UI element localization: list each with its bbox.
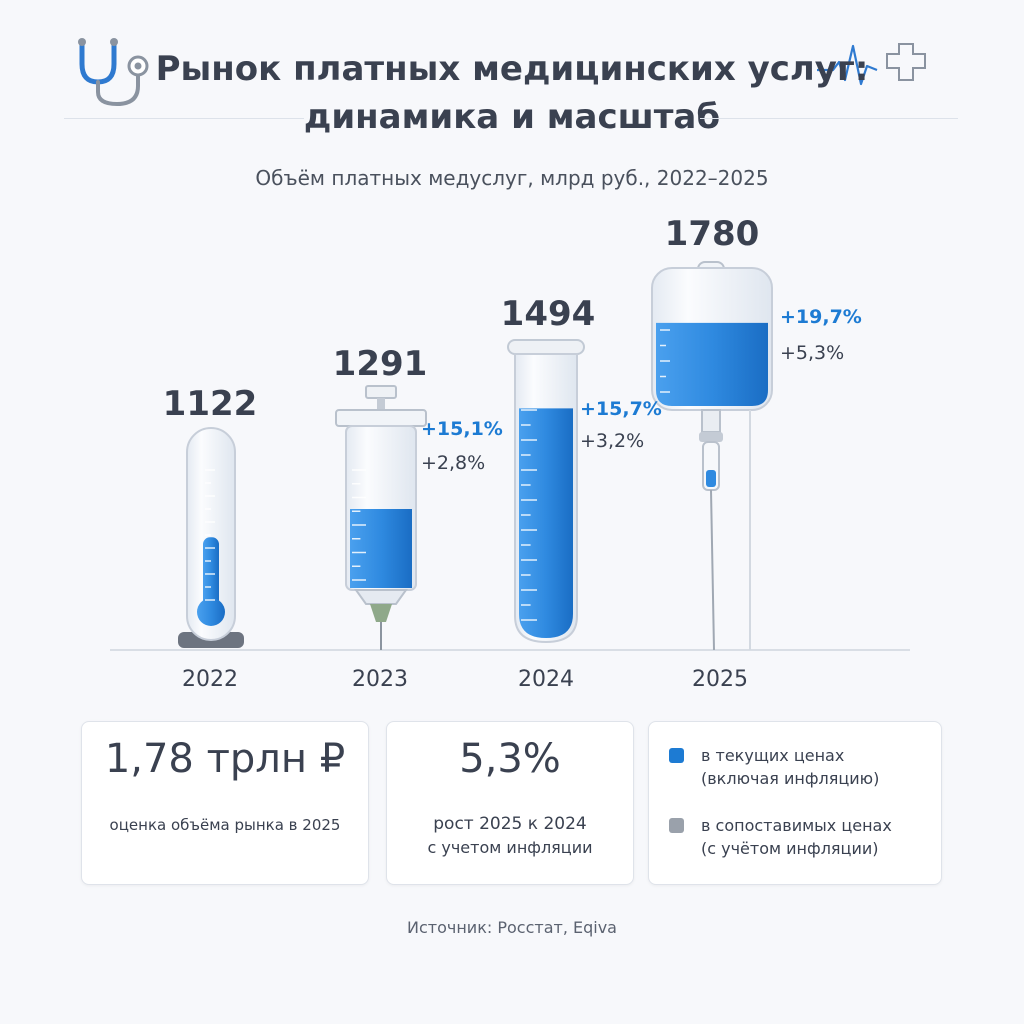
title-line-2: динамика и масштаб bbox=[303, 97, 721, 137]
legend-swatch-real bbox=[669, 818, 684, 833]
title-divider-left bbox=[64, 118, 304, 119]
bar-2022 bbox=[178, 427, 244, 648]
real-growth-value: 5,3% bbox=[459, 736, 561, 782]
x-tick-2024: 2024 bbox=[518, 667, 574, 692]
legend-nominal-line-1: в текущих ценах bbox=[701, 746, 845, 765]
legend-real-line-1: в сопоставимых ценах bbox=[701, 816, 892, 835]
heartbeat-cross-icon bbox=[817, 43, 926, 86]
growth-nominal-2024: +15,7% bbox=[580, 398, 662, 420]
legend-swatch-nominal bbox=[669, 748, 684, 763]
source-note: Источник: Росстат, Eqiva bbox=[407, 918, 617, 937]
value-label-2022: 1122 bbox=[162, 384, 258, 424]
legend-nominal-line-2: (включая инфляцию) bbox=[701, 769, 880, 788]
chart-title: Объём платных медуслуг, млрд руб., 2022–… bbox=[255, 166, 769, 190]
growth-nominal-2023: +15,1% bbox=[421, 418, 503, 440]
x-tick-2023: 2023 bbox=[352, 667, 408, 692]
x-tick-2025: 2025 bbox=[692, 667, 748, 692]
value-label-2025: 1780 bbox=[664, 214, 760, 254]
chart-area bbox=[110, 261, 910, 651]
legend-real-line-2: (с учётом инфляции) bbox=[701, 839, 879, 858]
bar-fill-2024 bbox=[519, 408, 573, 638]
card-legend: в текущих ценах (включая инфляцию) в соп… bbox=[648, 721, 942, 885]
card-real-growth: 5,3% рост 2025 к 2024 с учетом инфляции bbox=[386, 721, 634, 885]
market-size-caption: оценка объёма рынка в 2025 bbox=[109, 816, 341, 834]
bar-2024 bbox=[507, 339, 585, 644]
bar-2025 bbox=[651, 261, 773, 651]
growth-real-2023: +2,8% bbox=[421, 452, 486, 474]
real-growth-caption-2: с учетом инфляции bbox=[427, 838, 593, 857]
growth-nominal-2025: +19,7% bbox=[780, 306, 862, 328]
title-line-1: Рынок платных медицинских услуг: bbox=[155, 49, 869, 89]
value-label-2023: 1291 bbox=[332, 344, 428, 384]
card-market-size: 1,78 трлн ₽ оценка объёма рынка в 2025 bbox=[81, 721, 369, 885]
growth-real-2025: +5,3% bbox=[780, 342, 845, 364]
title-divider-right bbox=[700, 118, 958, 119]
bar-2023 bbox=[335, 385, 427, 650]
real-growth-caption-1: рост 2025 к 2024 bbox=[433, 814, 587, 834]
stethoscope-icon bbox=[78, 38, 149, 107]
value-label-2024: 1494 bbox=[500, 294, 596, 334]
x-tick-2022: 2022 bbox=[182, 667, 238, 692]
market-size-value: 1,78 трлн ₽ bbox=[104, 736, 346, 782]
bar-fill-2023 bbox=[350, 509, 412, 588]
growth-real-2024: +3,2% bbox=[580, 430, 645, 452]
bar-fill-2025 bbox=[656, 322, 768, 406]
